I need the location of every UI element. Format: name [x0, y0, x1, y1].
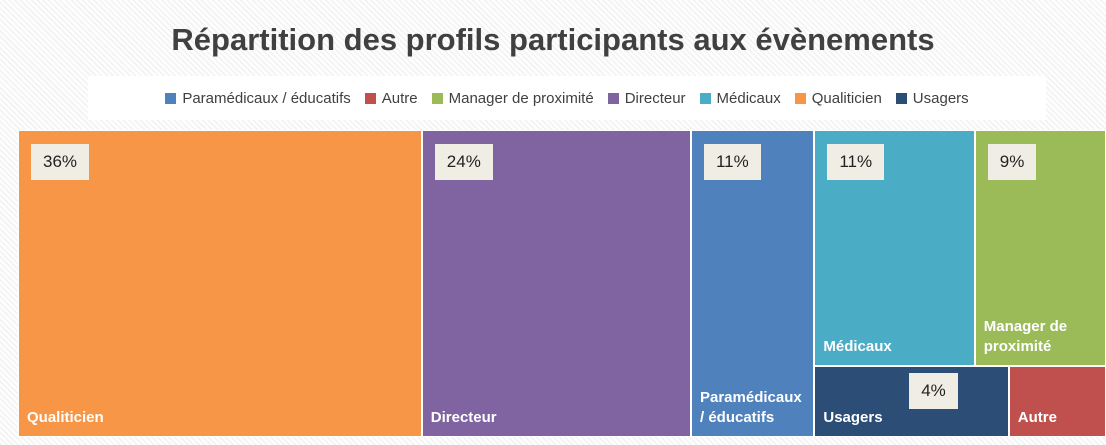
treemap-cell: Paramédicaux / éducatifs 11% — [690, 130, 815, 437]
data-label: 24% — [434, 144, 493, 180]
legend-item: Manager de proximité — [431, 89, 594, 107]
treemap-cell: Directeur 24% — [421, 130, 691, 437]
data-label: 11% — [827, 144, 885, 180]
cell-label: Manager de proximité — [983, 318, 1068, 356]
legend-label: Qualiticien — [811, 89, 882, 107]
legend-swatch — [364, 92, 376, 104]
legend-item: Paramédicaux / éducatifs — [165, 89, 351, 107]
legend-label: Directeur — [624, 89, 686, 107]
data-label: 9% — [987, 144, 1037, 180]
legend-label: Manager de proximité — [448, 89, 594, 107]
treemap-cell: Manager de proximité 9% — [974, 130, 1106, 367]
cell-label: Usagers — [823, 408, 883, 426]
cell-label: Paramédicaux / éducatifs — [699, 389, 802, 426]
treemap-cell: Usagers 4% — [814, 366, 1009, 437]
legend: Paramédicaux / éducatifs Autre Manager de … — [88, 76, 1046, 120]
legend-swatch — [895, 92, 907, 104]
legend-item: Autre — [364, 89, 418, 107]
legend-item: Usagers — [895, 89, 969, 107]
legend-label: Paramédicaux / éducatifs — [182, 89, 351, 107]
legend-item: Qualiticien — [794, 89, 882, 107]
data-label: 4% — [909, 373, 958, 410]
cell-label: Directeur — [430, 409, 497, 426]
legend-label: Usagers — [912, 89, 969, 107]
legend-label: Médicaux — [716, 89, 781, 107]
cell-label: Autre — [1017, 408, 1057, 426]
legend-swatch — [699, 92, 711, 104]
legend-label: Autre — [381, 89, 418, 107]
chart-title: Répartition des profils participants aux… — [171, 22, 935, 57]
data-label: 36% — [31, 144, 90, 180]
legend-item: Directeur — [607, 89, 686, 107]
treemap-cell: Médicaux 11% — [814, 130, 975, 367]
legend-swatch — [165, 92, 177, 104]
legend-swatch — [431, 92, 443, 104]
plot-area: Qualiticien 36% Directeur 24% Paramédicaux /… — [18, 130, 1106, 437]
data-label: 11% — [703, 144, 761, 180]
treemap-cell: Qualiticien 36% — [18, 130, 422, 437]
cell-label: Qualiticien — [27, 409, 104, 426]
legend-swatch — [607, 92, 619, 104]
legend-item: Médicaux — [699, 89, 781, 107]
cell-label: Médicaux — [823, 338, 892, 356]
legend-swatch — [794, 92, 806, 104]
treemap-cell: Autre — [1008, 366, 1106, 437]
